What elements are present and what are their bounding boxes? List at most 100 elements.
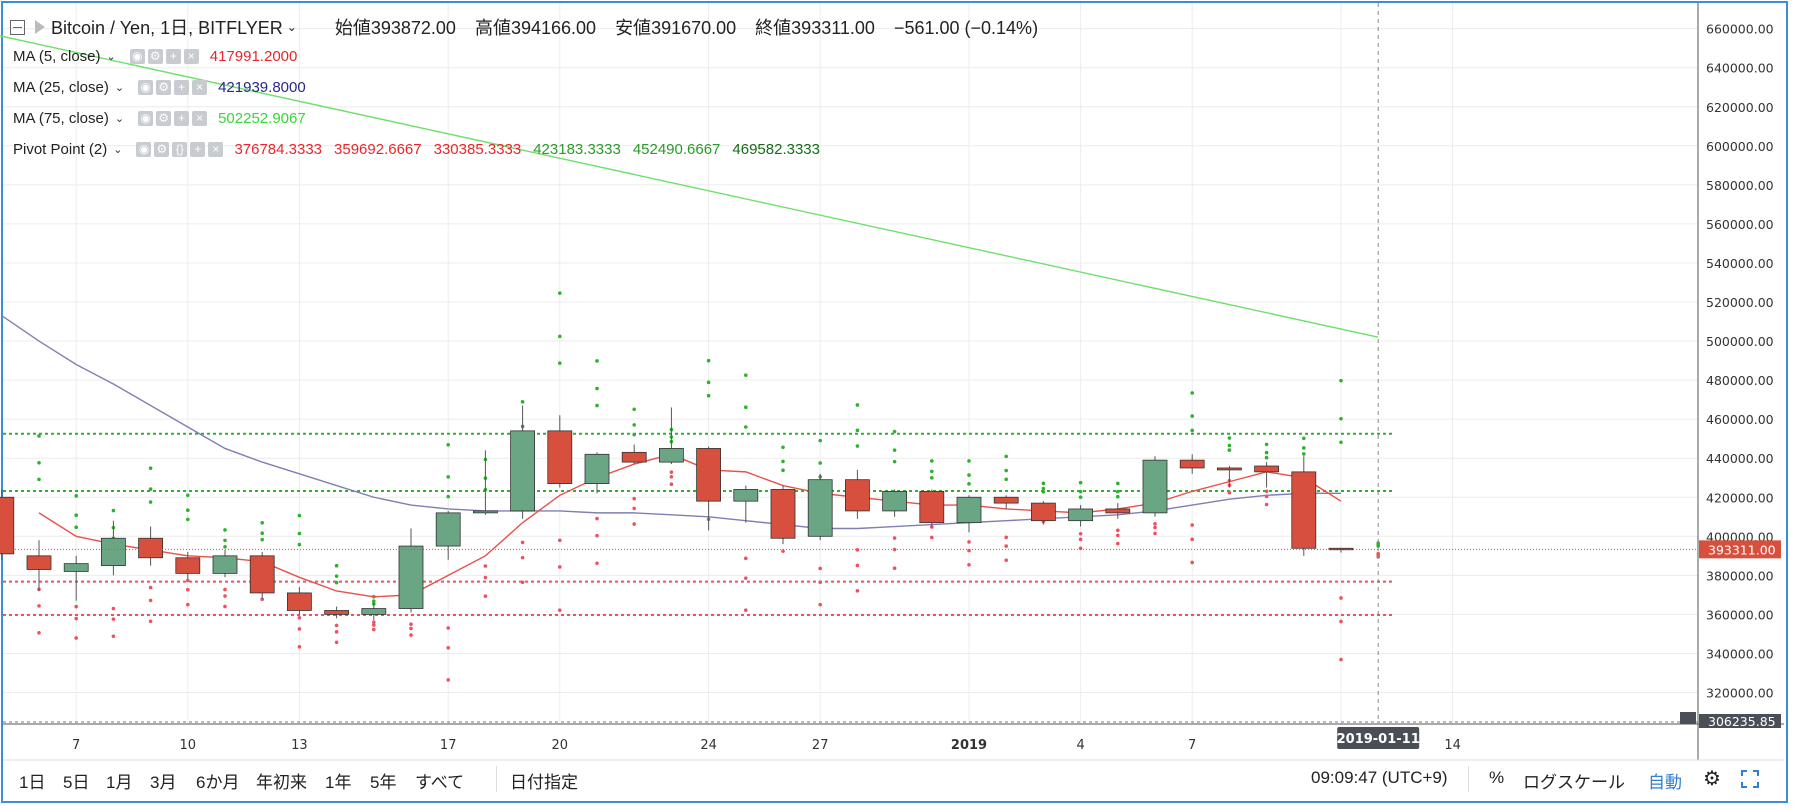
collapse-icon[interactable]: [10, 19, 25, 35]
gear-icon[interactable]: ⚙: [156, 80, 172, 95]
candle-up[interactable]: [584, 453, 610, 484]
symbol-title[interactable]: Bitcoin / Yen, 1日, BITFLYER: [51, 18, 283, 38]
candle-up[interactable]: [361, 608, 387, 615]
close-icon[interactable]: ×: [192, 80, 208, 95]
range-button[interactable]: 6か月: [196, 773, 240, 792]
braces-icon[interactable]: {}: [172, 142, 188, 157]
pivot-dot-support: [781, 549, 785, 553]
candle-up[interactable]: [882, 490, 907, 512]
chevron-down-icon[interactable]: ⌄: [106, 51, 116, 63]
pivot-dot-support: [669, 482, 674, 487]
candle-down[interactable]: [547, 430, 573, 484]
chevron-down-icon[interactable]: ⌄: [114, 113, 125, 125]
pivot-dot-support: [483, 575, 488, 580]
chevron-down-icon[interactable]: ⌄: [113, 144, 123, 156]
candle-down[interactable]: [138, 537, 164, 559]
pivot-dot-support: [669, 474, 674, 479]
percent-toggle[interactable]: %: [1489, 768, 1505, 787]
pivot-dot-support: [632, 522, 636, 526]
pivot-dot-resistance: [744, 425, 748, 429]
candle-down[interactable]: [0, 496, 15, 555]
close-icon[interactable]: ×: [192, 111, 208, 126]
pivot-dot-resistance: [111, 508, 116, 513]
eye-icon[interactable]: ◉: [138, 111, 154, 126]
candle-up[interactable]: [212, 555, 238, 574]
candle-up[interactable]: [435, 512, 461, 547]
close-icon[interactable]: ×: [183, 49, 199, 64]
candle-up[interactable]: [1142, 459, 1168, 514]
candle-up[interactable]: [1068, 508, 1093, 522]
range-button[interactable]: すべて: [415, 773, 465, 792]
range-button[interactable]: 年初来: [256, 773, 307, 792]
legend-indicator-name[interactable]: MA (75, close): [13, 110, 109, 127]
pivot-dot-resistance: [186, 517, 190, 522]
candle-up[interactable]: [398, 545, 424, 609]
gear-icon[interactable]: ⚙: [154, 142, 170, 157]
axis-plus-icon[interactable]: [1680, 712, 1696, 724]
log-scale-toggle[interactable]: ログスケール: [1523, 773, 1625, 792]
pivot-dot-support: [632, 506, 636, 511]
x-tick-label: 7: [1188, 738, 1196, 753]
chevron-down-icon[interactable]: ⌄: [286, 20, 297, 34]
change-value: −561.00 (−0.14%): [893, 18, 1039, 38]
candle-down[interactable]: [1105, 508, 1131, 514]
range-button[interactable]: 5日: [63, 773, 90, 792]
candle-down[interactable]: [993, 496, 1019, 504]
range-button[interactable]: 5年: [370, 773, 397, 792]
eye-icon[interactable]: ◉: [136, 142, 152, 157]
candle-down[interactable]: [770, 489, 796, 539]
close-icon[interactable]: ×: [208, 142, 224, 157]
plus-icon[interactable]: +: [190, 142, 206, 157]
eye-icon[interactable]: ◉: [138, 80, 154, 95]
chevron-down-icon[interactable]: ⌄: [114, 82, 125, 94]
plus-icon[interactable]: +: [174, 80, 190, 95]
candle-down[interactable]: [26, 555, 52, 570]
candle-up[interactable]: [659, 448, 684, 463]
candle-up[interactable]: [733, 489, 759, 502]
pivot-dot-support: [334, 623, 339, 628]
candle-down[interactable]: [175, 557, 201, 574]
pivot-dot-resistance: [148, 500, 153, 504]
candle-up[interactable]: [807, 479, 833, 537]
candle-down[interactable]: [1291, 471, 1317, 549]
y-tick-label: 420000.00: [1706, 490, 1774, 505]
legend-indicator-name[interactable]: MA (5, close): [13, 48, 101, 65]
range-button[interactable]: 1月: [106, 773, 133, 792]
candle-down[interactable]: [286, 592, 312, 611]
candle-up[interactable]: [101, 537, 126, 566]
eye-icon[interactable]: ◉: [129, 49, 145, 64]
legend-indicator-name[interactable]: Pivot Point (2): [13, 141, 108, 158]
flag-icon[interactable]: [35, 20, 45, 34]
plus-icon[interactable]: +: [165, 49, 181, 64]
range-button[interactable]: 1年: [325, 773, 352, 792]
candle-up[interactable]: [956, 496, 982, 524]
pivot-dot-resistance: [781, 459, 785, 464]
candle-down[interactable]: [249, 555, 275, 594]
auto-scale-toggle[interactable]: 自動: [1648, 773, 1682, 792]
candle-down[interactable]: [1179, 459, 1205, 469]
plus-icon[interactable]: +: [174, 111, 190, 126]
legend-value: 330385.3333: [433, 141, 522, 158]
fullscreen-icon[interactable]: [1741, 770, 1759, 788]
candle-down[interactable]: [696, 448, 721, 502]
candle-down[interactable]: [845, 479, 870, 512]
candle-down[interactable]: [621, 451, 647, 463]
gear-icon[interactable]: ⚙: [156, 111, 172, 126]
candle-down[interactable]: [324, 610, 350, 615]
date-select-button[interactable]: 日付指定: [510, 773, 578, 792]
range-button[interactable]: 1日: [19, 773, 46, 792]
candle-up[interactable]: [510, 430, 536, 512]
candle-up[interactable]: [472, 510, 498, 514]
candle-up[interactable]: [63, 563, 89, 572]
range-button[interactable]: 3月: [150, 773, 177, 792]
gear-icon[interactable]: ⚙: [1703, 768, 1721, 790]
pivot-dot-support: [892, 536, 897, 540]
candle-down[interactable]: [1217, 467, 1242, 471]
pivot-dot-resistance: [1041, 486, 1046, 491]
gear-icon[interactable]: ⚙: [147, 49, 163, 64]
candle-down[interactable]: [1254, 465, 1279, 473]
legend-indicator-name[interactable]: MA (25, close): [13, 79, 109, 96]
candle-down[interactable]: [1031, 502, 1056, 522]
candle-down[interactable]: [919, 490, 945, 524]
